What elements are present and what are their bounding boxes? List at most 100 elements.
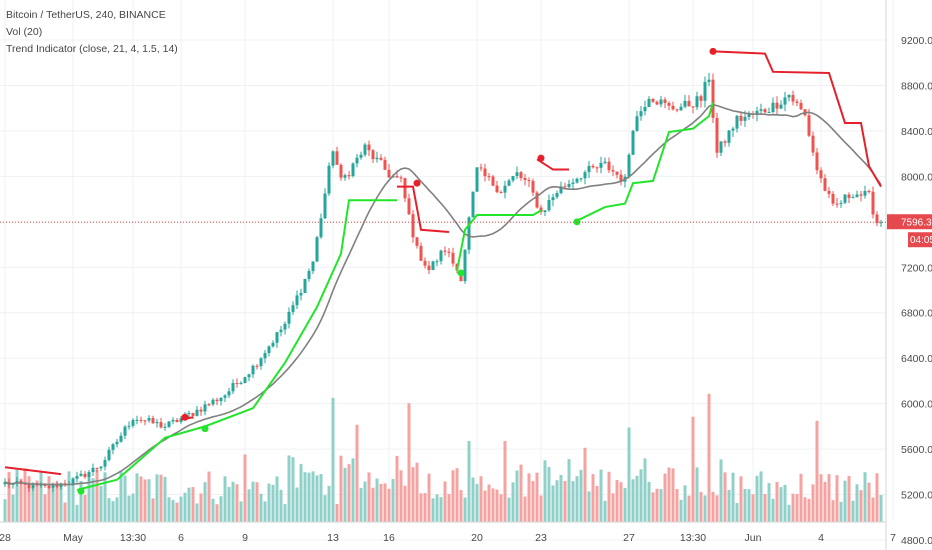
candle-body (479, 167, 483, 169)
volume-bar (859, 490, 863, 522)
volume-bar (763, 493, 767, 522)
candle-body (807, 115, 811, 136)
candle-body (27, 484, 31, 489)
volume-bar (607, 471, 611, 522)
volume-bar (315, 475, 319, 522)
candle-body (3, 482, 7, 485)
countdown-tag-bg (908, 232, 932, 248)
volume-bar (407, 403, 411, 522)
price-tick-label: 5600.00 (901, 444, 932, 456)
candle-body (671, 105, 675, 110)
volume-bar (15, 469, 19, 522)
volume-bar (123, 475, 127, 522)
volume-bar (811, 484, 815, 522)
volume-bar (427, 473, 431, 522)
volume-bar (723, 472, 727, 522)
volume-bar (687, 495, 691, 522)
time-tick-label: 27 (623, 532, 635, 544)
volume-bar (695, 467, 699, 522)
candle-body (359, 154, 363, 158)
buy-marker (77, 487, 85, 495)
candle-body (695, 96, 699, 108)
candle-body (831, 193, 835, 204)
candle-body (759, 109, 763, 111)
candle-body (667, 102, 671, 106)
candle-body (231, 383, 235, 392)
volume-bar (647, 481, 651, 522)
volume-bar (327, 485, 331, 522)
candle-body (327, 165, 331, 194)
volume-bar (231, 481, 235, 522)
price-tick-label: 9200.00 (901, 35, 932, 47)
volume-bar (11, 494, 15, 522)
volume-bar (63, 502, 67, 522)
candle-body (399, 177, 403, 179)
volume-bar (759, 471, 763, 522)
volume-bar (571, 481, 575, 522)
volume-bar (575, 476, 579, 522)
volume-bar (499, 494, 503, 522)
candle-body (703, 81, 707, 101)
candle-body (71, 478, 75, 484)
volume-bar (635, 475, 639, 522)
volume-bar (875, 473, 879, 522)
candle-body (143, 420, 147, 422)
candle-body (879, 222, 883, 224)
candle-body (467, 217, 471, 250)
volume-bar (171, 499, 175, 522)
candle-body (159, 422, 163, 428)
volume-bar (551, 485, 555, 522)
candle-body (219, 397, 223, 402)
volume-bar (371, 487, 375, 522)
candle-body (851, 197, 855, 199)
volume-bar (579, 469, 583, 522)
volume-bar (787, 504, 791, 522)
candle-body (755, 110, 759, 115)
candle-body (103, 460, 107, 467)
volume-bar (799, 473, 803, 522)
candle-body (283, 323, 287, 330)
candle-body (259, 358, 263, 367)
candle-body (351, 163, 355, 177)
trend-up-line (576, 102, 714, 222)
candle-body (835, 203, 839, 205)
volume-bar (539, 495, 543, 522)
volume-bar (659, 489, 663, 522)
volume-bar (143, 479, 147, 522)
volume-bar (783, 484, 787, 522)
volume-bar (511, 482, 515, 522)
candle-body (43, 484, 47, 487)
volume-bar (715, 495, 719, 522)
symbol-title[interactable]: Bitcoin / TetherUS, 240, BINANCE (6, 9, 166, 21)
candle-body (331, 151, 335, 166)
candle-body (211, 399, 215, 405)
candle-body (355, 157, 359, 164)
candle-body (527, 179, 531, 181)
volume-bar (47, 476, 51, 522)
candle-body (247, 374, 251, 378)
volume-study-label[interactable]: Vol (20) (6, 26, 43, 38)
volume-bar (619, 482, 623, 522)
time-axis[interactable]: 28 May 13:30 6 9 13 16 20 23 27 13:30 Jun 4 7 (0, 521, 896, 544)
volume-bar (779, 487, 783, 522)
candle-body (607, 161, 611, 171)
candle-body (631, 130, 635, 155)
volume-bar (35, 480, 39, 522)
price-tick-label: 5200.00 (901, 490, 932, 502)
volume-bar (339, 455, 343, 522)
trend-indicator-label[interactable]: Trend Indicator (close, 21, 4, 1.5, 14) (6, 43, 178, 55)
candle-body (439, 250, 443, 262)
candle-body (39, 484, 43, 486)
candle-body (779, 104, 783, 109)
volume-bar (459, 490, 463, 522)
candle-body (551, 197, 555, 201)
volume-bar (131, 493, 135, 522)
last-price-tag-bg (887, 214, 932, 230)
candle-body (191, 413, 195, 416)
volume-bar (839, 501, 843, 522)
candle-body (83, 473, 87, 477)
volume-bar (127, 495, 131, 522)
volume-bar (827, 474, 831, 522)
candle-body (663, 99, 667, 103)
